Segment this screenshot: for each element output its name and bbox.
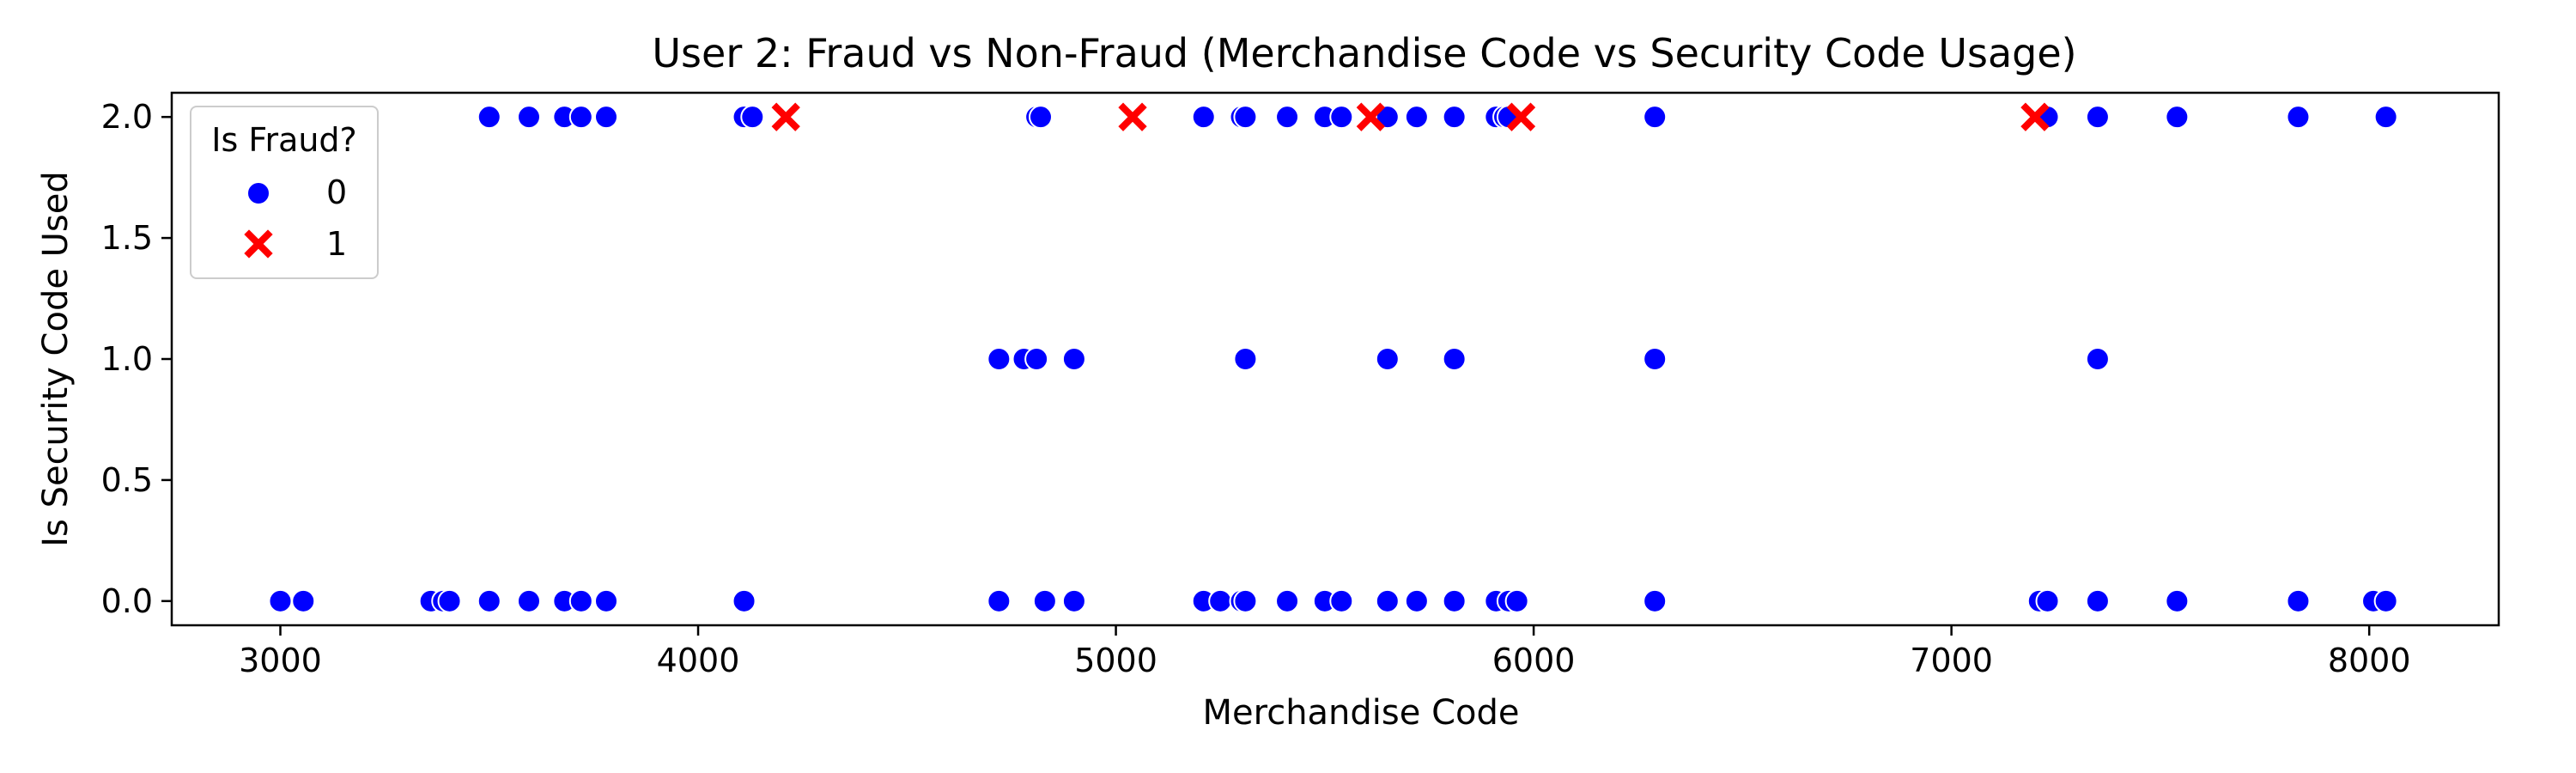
- data-point-nonfraud: [1375, 588, 1400, 613]
- data-point-nonfraud: [2165, 105, 2190, 130]
- data-point-nonfraud: [1442, 588, 1467, 613]
- data-point-nonfraud: [1404, 588, 1429, 613]
- data-point-nonfraud: [1032, 588, 1057, 613]
- x-axis-ticks: 3000 4000 5000 6000 7000 8000: [239, 625, 2411, 679]
- data-point-nonfraud: [1061, 347, 1086, 371]
- y-axis-label: Is Security Code Used: [36, 171, 76, 547]
- legend-label-1: 1: [326, 225, 347, 263]
- y-tick-label: 0.5: [101, 461, 153, 499]
- data-point-nonfraud: [593, 105, 618, 130]
- data-point-nonfraud: [437, 588, 462, 613]
- data-point-nonfraud: [516, 588, 541, 613]
- x-axis-label: Merchandise Code: [1203, 693, 1520, 733]
- data-point-nonfraud: [1233, 347, 1258, 371]
- legend-marker-0: [246, 181, 270, 205]
- x-tick-label: 4000: [657, 642, 740, 679]
- y-tick-label: 1.0: [101, 340, 153, 378]
- y-tick-label: 2.0: [101, 98, 153, 136]
- data-point-nonfraud: [1442, 347, 1467, 371]
- data-point-nonfraud: [732, 588, 756, 613]
- data-point-nonfraud: [1404, 105, 1429, 130]
- data-point-nonfraud: [1233, 105, 1258, 130]
- data-point-nonfraud: [740, 105, 765, 130]
- data-point-nonfraud: [987, 347, 1012, 371]
- data-point-nonfraud: [2165, 588, 2190, 613]
- data-point-nonfraud: [1061, 588, 1086, 613]
- data-point-nonfraud: [1024, 347, 1049, 371]
- data-point-fraud: [2020, 102, 2050, 131]
- data-point-nonfraud: [2085, 588, 2110, 613]
- data-point-nonfraud: [291, 588, 316, 613]
- data-point-nonfraud: [987, 588, 1012, 613]
- x-tick-label: 8000: [2328, 642, 2411, 679]
- data-point-fraud: [1506, 102, 1536, 131]
- data-point-nonfraud: [2286, 105, 2311, 130]
- data-point-nonfraud: [1442, 105, 1467, 130]
- data-point-nonfraud: [2373, 588, 2398, 613]
- legend: Is Fraud? 0 1: [190, 106, 379, 279]
- data-point-nonfraud: [2035, 588, 2060, 613]
- y-axis-ticks: 0.0 0.5 1.0 1.5 2.0: [101, 98, 172, 620]
- x-tick-label: 6000: [1492, 642, 1576, 679]
- data-point-nonfraud: [516, 105, 541, 130]
- data-point-nonfraud: [1329, 105, 1354, 130]
- data-point-nonfraud: [1643, 588, 1668, 613]
- data-point-nonfraud: [2085, 105, 2110, 130]
- x-tick-label: 3000: [239, 642, 322, 679]
- data-point-nonfraud: [2085, 347, 2110, 371]
- chart-title: User 2: Fraud vs Non-Fraud (Merchandise …: [652, 30, 2076, 76]
- data-point-nonfraud: [568, 105, 593, 130]
- data-point-nonfraud: [1208, 588, 1233, 613]
- data-point-nonfraud: [1504, 588, 1529, 613]
- data-point-nonfraud: [268, 588, 293, 613]
- data-point-nonfraud: [1275, 588, 1300, 613]
- data-point-nonfraud: [477, 588, 501, 613]
- legend-box: [190, 106, 379, 279]
- data-point-fraud: [1118, 102, 1147, 131]
- x-tick-label: 7000: [1910, 642, 1993, 679]
- data-point-nonfraud: [1191, 105, 1216, 130]
- data-point-fraud: [1356, 102, 1386, 131]
- points-layer: [268, 102, 2398, 613]
- data-point-nonfraud: [1643, 347, 1668, 371]
- data-point-nonfraud: [1275, 105, 1300, 130]
- data-point-nonfraud: [2373, 105, 2398, 130]
- plot-area: [172, 93, 2499, 625]
- data-point-nonfraud: [2286, 588, 2311, 613]
- data-point-nonfraud: [477, 105, 501, 130]
- data-point-nonfraud: [1329, 588, 1354, 613]
- y-tick-label: 1.5: [101, 219, 153, 257]
- data-point-nonfraud: [568, 588, 593, 613]
- x-tick-label: 5000: [1074, 642, 1157, 679]
- data-point-nonfraud: [1375, 347, 1400, 371]
- legend-marker-1: [244, 229, 273, 259]
- data-point-nonfraud: [1028, 105, 1053, 130]
- data-point-fraud: [771, 102, 800, 131]
- data-point-nonfraud: [1643, 105, 1668, 130]
- data-point-nonfraud: [593, 588, 618, 613]
- y-tick-label: 0.0: [101, 582, 153, 620]
- legend-title: Is Fraud?: [211, 121, 356, 159]
- legend-label-0: 0: [326, 173, 347, 211]
- data-point-nonfraud: [1233, 588, 1258, 613]
- data-point-nonfraud: [1375, 105, 1400, 130]
